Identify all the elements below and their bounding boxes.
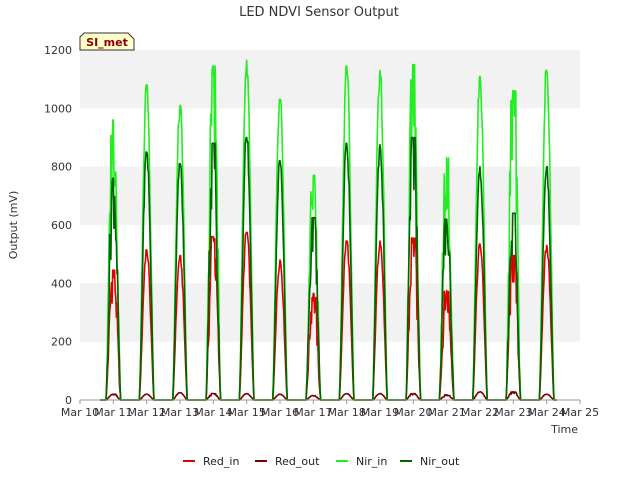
legend-label-red-in: Red_in bbox=[203, 455, 239, 468]
grid-band bbox=[80, 50, 580, 109]
x-tick-label: Mar 20 bbox=[394, 406, 432, 419]
legend-label-nir-in: Nir_in bbox=[356, 455, 387, 468]
legend: Red_in Red_out Nir_in Nir_out bbox=[183, 455, 460, 468]
y-tick-label: 600 bbox=[51, 219, 72, 232]
site-badge: SI_met bbox=[79, 32, 135, 51]
grid-band bbox=[80, 283, 580, 342]
x-tick-label: Mar 18 bbox=[328, 406, 366, 419]
x-tick-label: Mar 15 bbox=[228, 406, 266, 419]
site-badge-box bbox=[79, 32, 135, 51]
chart-title: LED NDVI Sensor Output bbox=[239, 5, 399, 20]
x-tick-label: Mar 11 bbox=[94, 406, 132, 419]
y-tick-label: 1000 bbox=[44, 102, 72, 115]
x-tick-label: Mar 14 bbox=[194, 406, 232, 419]
y-tick-label: 400 bbox=[51, 277, 72, 290]
x-tick-label: Mar 16 bbox=[261, 406, 299, 419]
x-tick-label: Mar 23 bbox=[494, 406, 532, 419]
y-tick-label: 1200 bbox=[44, 44, 72, 57]
y-tick-label: 800 bbox=[51, 161, 72, 174]
plot-background-bands bbox=[80, 50, 580, 400]
y-axis-label: Output (mV) bbox=[7, 191, 20, 260]
y-tick-label: 0 bbox=[65, 394, 72, 407]
y-tick-label: 200 bbox=[51, 336, 72, 349]
x-tick-label: Mar 21 bbox=[428, 406, 466, 419]
x-tick-label: Mar 17 bbox=[294, 406, 332, 419]
x-tick-label: Mar 22 bbox=[461, 406, 499, 419]
x-tick-label: Mar 24 bbox=[528, 406, 566, 419]
x-axis-label: Time bbox=[550, 423, 578, 436]
x-tick-label: Mar 10 bbox=[61, 406, 99, 419]
x-tick-label: Mar 25 bbox=[561, 406, 599, 419]
site-badge-label: SI_met bbox=[86, 36, 128, 49]
y-axis: 0 200 400 600 800 1000 1200 bbox=[44, 44, 72, 407]
legend-label-nir-out: Nir_out bbox=[420, 455, 460, 468]
x-tick-label: Mar 12 bbox=[128, 406, 166, 419]
grid-band bbox=[80, 166, 580, 225]
x-tick-label: Mar 13 bbox=[161, 406, 199, 419]
legend-label-red-out: Red_out bbox=[275, 455, 320, 468]
x-tick-label: Mar 19 bbox=[361, 406, 399, 419]
